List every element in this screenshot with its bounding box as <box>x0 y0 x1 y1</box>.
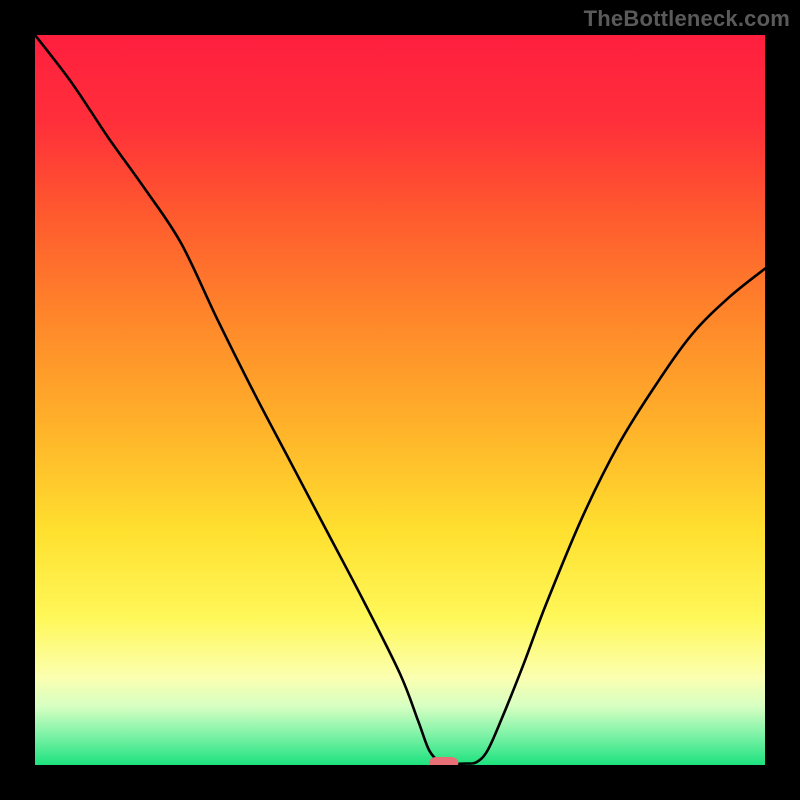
stage: TheBottleneck.com <box>0 0 800 800</box>
plot-area <box>35 35 765 765</box>
watermark-text: TheBottleneck.com <box>584 6 790 32</box>
plot-svg <box>35 35 765 765</box>
optimal-marker <box>429 757 458 765</box>
bottleneck-curve <box>35 35 765 764</box>
